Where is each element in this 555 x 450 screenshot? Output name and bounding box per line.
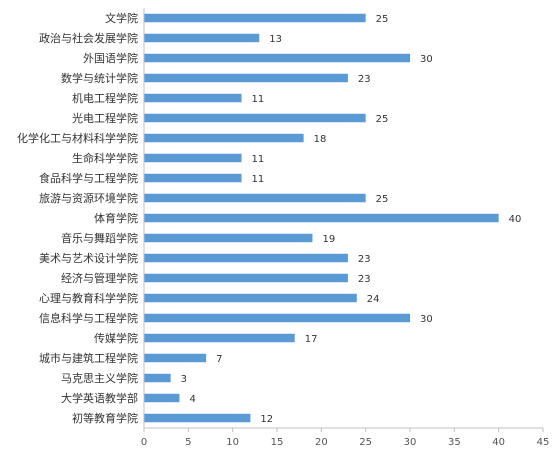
data-label: 25	[376, 194, 389, 205]
x-tick-label: 35	[448, 437, 461, 448]
bar	[144, 333, 295, 343]
category-label: 心理与教育科学学院	[39, 291, 138, 305]
category-label: 旅游与资源环境学院	[39, 191, 138, 205]
category-label: 经济与管理学院	[61, 271, 138, 285]
category-label: 光电工程学院	[72, 111, 138, 125]
data-label: 18	[314, 134, 327, 145]
category-label: 大学英语教学部	[61, 391, 138, 405]
bar	[144, 373, 171, 383]
category-label: 初等教育学院	[72, 411, 138, 425]
bar	[144, 93, 242, 103]
data-label: 11	[252, 154, 265, 165]
data-label: 24	[367, 294, 380, 305]
data-label: 23	[358, 274, 371, 285]
category-label: 政治与社会发展学院	[39, 31, 138, 45]
bar	[144, 393, 180, 403]
category-label: 外国语学院	[83, 51, 138, 65]
data-label: 23	[358, 74, 371, 85]
category-label: 数学与统计学院	[61, 71, 138, 85]
category-label: 文学院	[105, 11, 138, 25]
category-label: 音乐与舞蹈学院	[61, 231, 138, 245]
data-label: 11	[252, 174, 265, 185]
bar	[144, 153, 242, 163]
category-label: 信息科学与工程学院	[39, 311, 138, 325]
bar	[144, 233, 313, 243]
x-tick-label: 20	[315, 437, 328, 448]
data-label: 12	[260, 414, 273, 425]
bar	[144, 133, 304, 143]
value-labels: 25 13 30 23 11 25 18 11 11 25 40 19 23 23 24 30 17 7 34 12	[181, 14, 522, 425]
bar	[144, 213, 499, 223]
category-labels: 文学院政治与社会发展学院外国语学院数学与统计学院机电工程学院光电工程学院化学化工…	[17, 11, 138, 425]
x-tick-label: 40	[492, 437, 505, 448]
bar	[144, 173, 242, 183]
category-label: 马克思主义学院	[61, 371, 138, 385]
data-label: 25	[376, 114, 389, 125]
data-label: 25	[376, 14, 389, 25]
category-label: 生命科学学院	[72, 151, 138, 165]
bar	[144, 13, 366, 23]
bar	[144, 413, 251, 423]
data-label: 7	[216, 354, 222, 365]
x-tick-label: 15	[271, 437, 284, 448]
data-label: 11	[252, 94, 265, 105]
category-label: 化学化工与材料科学学院	[17, 131, 138, 145]
x-tick-label: 45	[537, 437, 550, 448]
bar	[144, 313, 410, 323]
category-label: 美术与艺术设计学院	[39, 251, 138, 265]
bar	[144, 113, 366, 123]
bar	[144, 273, 348, 283]
data-label: 19	[322, 234, 335, 245]
x-tick-label: 25	[359, 437, 372, 448]
data-label: 23	[358, 254, 371, 265]
data-label: 4	[189, 394, 195, 405]
bar	[144, 193, 366, 203]
bar	[144, 33, 260, 43]
x-axis-ticks: 0 5 10 15 20 25 30 35 40 45	[141, 428, 550, 448]
bars	[144, 13, 499, 423]
data-label: 30	[420, 314, 433, 325]
category-label: 体育学院	[94, 211, 138, 225]
data-label: 40	[509, 214, 522, 225]
bar	[144, 253, 348, 263]
bar	[144, 353, 207, 363]
category-label: 传媒学院	[94, 331, 138, 345]
bar	[144, 293, 357, 303]
x-tick-label: 30	[404, 437, 417, 448]
bar	[144, 73, 348, 83]
data-label: 17	[305, 334, 318, 345]
category-label: 城市与建筑工程学院	[39, 351, 138, 365]
category-label: 食品科学与工程学院	[39, 171, 138, 185]
data-label: 30	[420, 54, 433, 65]
x-tick-label: 5	[185, 437, 191, 448]
bar	[144, 53, 410, 63]
data-label: 3	[181, 374, 187, 385]
data-label: 13	[269, 34, 282, 45]
category-label: 机电工程学院	[72, 91, 138, 105]
x-tick-label: 10	[226, 437, 239, 448]
x-tick-label: 0	[141, 437, 147, 448]
